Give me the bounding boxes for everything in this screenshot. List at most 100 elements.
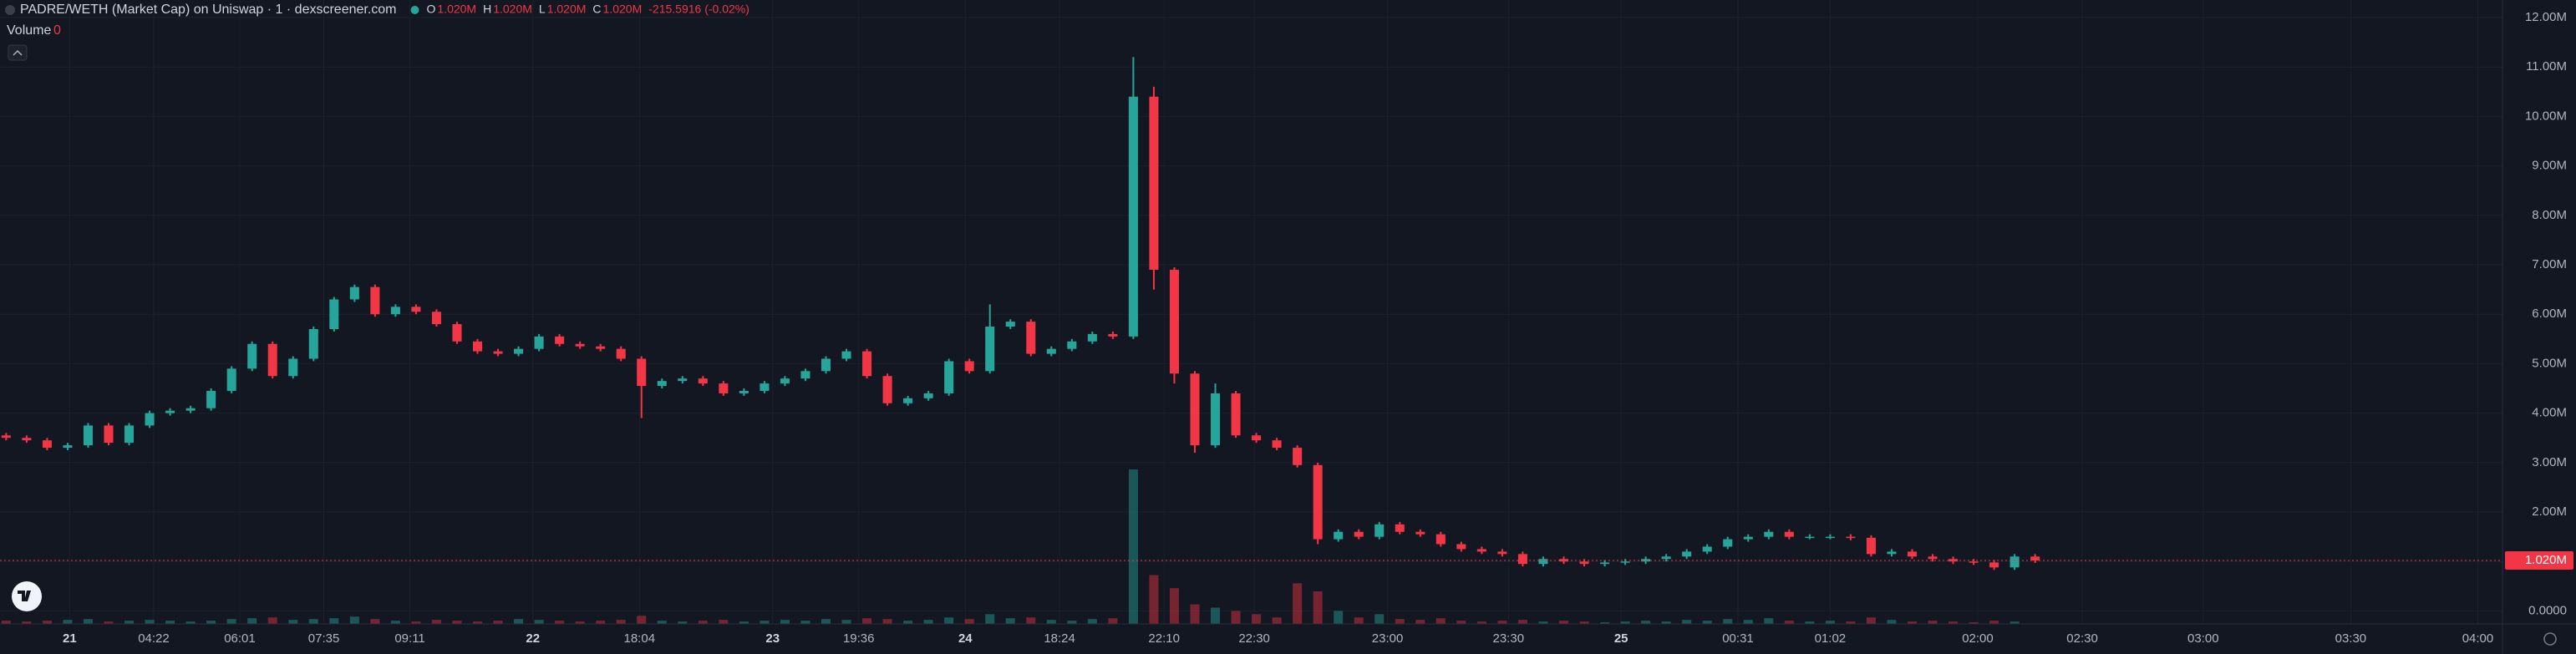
candle-body [637,358,647,387]
candle-body [698,378,708,384]
y-tick-label: 9.00M [2532,159,2567,173]
volume-bar [575,621,585,624]
volume-bar [1743,620,1753,624]
volume-bar [104,621,114,624]
candle-body [1293,448,1303,465]
volume-bar [698,621,708,624]
x-tick-label: 23:30 [1493,631,1525,646]
ohlc-change: -215.5916 (-0.02%) [648,3,749,16]
volume-bar [1558,621,1569,624]
volume-bar [800,621,810,624]
candle-body [185,408,196,411]
x-tick-label: 25 [1614,631,1628,646]
candle-body [534,336,544,349]
candle-body [1231,393,1241,436]
y-tick-label: 0.0000 [2528,603,2567,617]
candle-body [882,376,892,403]
candle-body [42,440,52,449]
volume-bar [1887,620,1897,624]
candle-body [104,425,114,444]
volume-bar [514,619,524,624]
volume-bar [288,620,298,624]
candle-body [903,398,913,403]
candle-body [1087,333,1097,342]
volume-bar [1293,583,1303,624]
volume-bar [329,618,339,624]
candle-body [719,383,729,393]
volume-bar [63,620,73,624]
candle-body [800,371,810,379]
candle-body [1190,373,1200,446]
x-tick-label: 21 [63,631,77,646]
volume-label: Volume [7,23,51,38]
volume-bar [1415,620,1425,624]
volume-bar [657,621,667,624]
volume-bar [1620,621,1630,624]
volume-bar [903,621,913,624]
volume-bar [862,618,872,624]
volume-bar [1169,588,1179,624]
volume-bar [1784,621,1794,624]
chart-title: PADRE/WETH (Market Cap) on Uniswap · 1 ·… [20,3,397,17]
collapse-button[interactable] [8,44,28,61]
candle-body [1641,559,1651,562]
candle-body [739,390,749,393]
volume-bar [616,620,626,624]
volume-bar [739,621,749,624]
volume-bar [1005,618,1015,624]
volume-bar [1435,618,1446,624]
volume-bar [1272,617,1282,624]
candle-body [1415,531,1425,535]
volume-bar [1866,617,1876,624]
volume-bar [1600,622,1610,624]
volume-bar [1517,620,1527,624]
volume-bar [678,621,688,624]
volume-bar [1087,619,1097,624]
candle-body [821,358,831,372]
x-tick-label: 09:11 [394,631,424,646]
candle-body [575,343,585,347]
candle-body [1784,531,1794,537]
x-tick-label: 07:35 [308,631,340,646]
candle-body [1969,561,1979,563]
volume-bar [124,621,135,624]
y-tick-label: 4.00M [2532,406,2567,420]
candle-body [780,378,790,384]
candle-body [985,327,995,372]
volume-bar [1456,621,1466,624]
volume-bar [1579,621,1589,624]
volume-bar [1825,621,1835,624]
settings-icon[interactable] [2543,632,2557,646]
volume-bar [985,614,995,624]
volume-bar [760,621,770,624]
ohlc-legend: O 1.020M H 1.020M L 1.020M C 1.020M -215.5916 (-… [410,3,749,16]
candle-body [1395,524,1405,532]
candle-body [226,368,236,391]
last-price-label: 1.020M [2525,553,2567,567]
candle-body [83,425,93,446]
volume-bar [1661,621,1671,624]
volume-bar [841,620,851,624]
volume-bar [1231,611,1241,624]
candle-body [1169,269,1179,374]
y-tick-label: 11.00M [2526,59,2567,74]
volume-bar [411,621,421,624]
candle-body [1,435,11,439]
x-tick-label: 03:30 [2335,631,2367,646]
candle-body [760,383,770,391]
volume-bar [1128,469,1138,624]
candle-body [1497,551,1507,555]
volume-bar [1969,622,1979,624]
volume-bar [1805,621,1815,624]
ohlc-value: 1.020M [547,3,587,16]
volume-bar [1476,621,1486,624]
candle-body [1620,561,1630,563]
x-tick-label: 22:30 [1238,631,1270,646]
volume-bar [1764,618,1774,624]
candle-body [1108,333,1118,337]
candle-body [288,358,298,377]
candle-body [1517,554,1527,565]
